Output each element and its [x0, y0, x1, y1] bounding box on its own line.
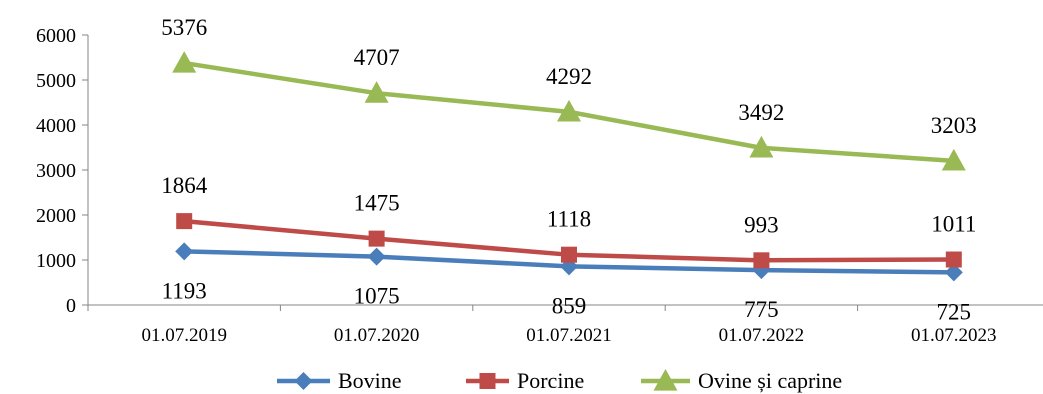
data-label-porcine: 993: [744, 212, 779, 237]
y-tick-label: 3000: [36, 160, 76, 182]
data-point-porcine: [753, 252, 770, 269]
data-point-ovine-i-caprine: [749, 135, 774, 158]
axes: 0 1000 2000 3000 4000 5000 6000 01.07.2019 01.07…: [36, 25, 1043, 346]
x-tick-label: 01.07.2021: [526, 325, 612, 346]
data-point-ovine-i-caprine: [941, 148, 966, 171]
data-label-ovine-i-caprine: 3492: [738, 100, 784, 125]
legend-item-bovine: Bovine: [277, 368, 402, 393]
data-label-bovine: 859: [552, 293, 587, 318]
data-label-bovine: 725: [937, 299, 972, 324]
y-tick-label: 1000: [36, 250, 76, 272]
data-label-porcine: 1118: [547, 207, 591, 232]
data-point-bovine: [944, 263, 963, 282]
x-tick-label: 01.07.2019: [141, 325, 227, 346]
x-tick-label: 01.07.2022: [719, 325, 805, 346]
data-point-porcine: [176, 213, 193, 230]
data-point-porcine: [368, 230, 385, 247]
data-labels: 1193 1075 859 775 725 1864 1475 1118 993 1011 5376…: [161, 15, 977, 324]
data-point-ovine-i-caprine: [172, 51, 197, 73]
data-point-bovine: [175, 242, 194, 261]
data-point-porcine: [561, 246, 577, 263]
y-tick-label: 5000: [36, 70, 76, 92]
data-point-ovine-i-caprine: [557, 99, 581, 122]
data-label-porcine: 1011: [931, 212, 976, 237]
legend-label-ovine-i-caprine: Ovine și caprine: [698, 368, 842, 393]
data-point-ovine-i-caprine: [364, 81, 389, 103]
series-layer: [172, 51, 966, 282]
data-label-porcine: 1475: [354, 191, 400, 216]
legend-marker-bovine: [294, 372, 313, 390]
series-ovine-i-caprine: [172, 51, 966, 171]
legend-label-bovine: Bovine: [338, 368, 402, 393]
data-point-bovine: [367, 247, 386, 266]
data-label-bovine: 775: [744, 297, 779, 322]
y-tick-label: 4000: [36, 115, 76, 137]
x-tick-label: 01.07.2020: [334, 325, 420, 346]
data-label-ovine-i-caprine: 3203: [931, 113, 977, 138]
data-point-porcine: [945, 251, 962, 268]
legend: Bovine Porcine Ovine și caprine: [277, 368, 842, 393]
data-label-bovine: 1075: [354, 284, 400, 309]
series-porcine: [176, 213, 962, 269]
x-tick-label: 01.07.2023: [911, 325, 997, 346]
data-label-ovine-i-caprine: 5376: [161, 15, 207, 40]
y-tick-label: 6000: [36, 25, 76, 47]
data-label-porcine: 1864: [161, 173, 208, 198]
legend-label-porcine: Porcine: [517, 368, 584, 393]
legend-item-ovine-i-caprine: Ovine și caprine: [641, 368, 842, 393]
legend-marker-ovine-i-caprine: [653, 369, 678, 391]
legend-item-porcine: Porcine: [466, 368, 584, 393]
y-tick-label: 2000: [36, 205, 76, 227]
data-label-bovine: 1193: [162, 278, 207, 303]
legend-marker-porcine: [479, 373, 496, 389]
data-label-ovine-i-caprine: 4292: [546, 64, 592, 89]
data-label-ovine-i-caprine: 4707: [354, 45, 400, 70]
y-tick-label: 0: [66, 295, 76, 317]
